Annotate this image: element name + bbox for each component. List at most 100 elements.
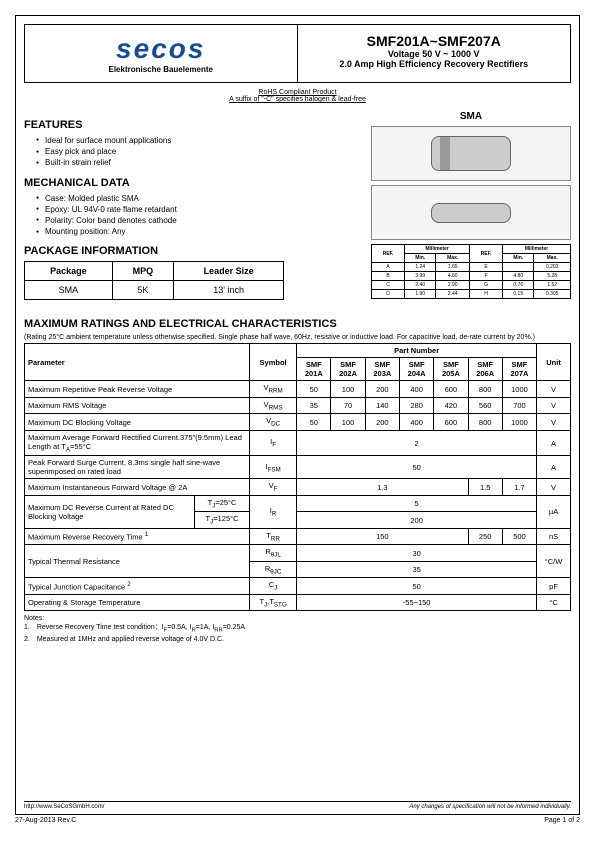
value-cell: 250 xyxy=(468,528,502,545)
sma-shape-icon xyxy=(431,136,511,171)
value-cell: 50 xyxy=(297,414,331,431)
value-cell: 50 xyxy=(297,381,331,398)
note-item: 2. Measured at 1MHz and applied reverse … xyxy=(24,634,571,644)
symbol-cell: VRMS xyxy=(250,397,297,414)
dim-cell: 5.28 xyxy=(534,272,571,281)
sma-label: SMA xyxy=(371,111,571,122)
mechanical-item: Epoxy: UL 94V-0 rate flame retardant xyxy=(36,204,361,215)
value-cell: 2 xyxy=(297,430,537,456)
main-columns: FEATURES Ideal for surface mount applica… xyxy=(24,111,571,300)
ratings-heading: MAXIMUM RATINGS AND ELECTRICAL CHARACTER… xyxy=(24,318,571,330)
header-logo-box: secos Elektronische Bauelemente xyxy=(25,25,298,82)
dim-cell: D xyxy=(372,290,405,299)
value-cell: 35 xyxy=(297,561,537,578)
unit-cell: V xyxy=(537,414,571,431)
mechanical-item: Case: Molded plastic SMA xyxy=(36,193,361,204)
dim-cell: 1.65 xyxy=(436,263,470,272)
ratings-table: Parameter Symbol Part Number Unit SMF201… xyxy=(24,343,571,611)
value-cell: 1.5 xyxy=(468,479,502,496)
dim-max: Max. xyxy=(436,254,470,263)
logo-text: secos xyxy=(33,33,289,65)
value-cell: 100 xyxy=(331,381,365,398)
part-header: SMF201A xyxy=(297,358,331,381)
dim-min: Min. xyxy=(405,254,436,263)
pkg-header: MPQ xyxy=(112,262,173,281)
product-desc: 2.0 Amp High Efficiency Recovery Rectifi… xyxy=(306,59,563,69)
notes-section: Notes: 1. Reverse Recovery Time test con… xyxy=(24,615,571,643)
value-cell: 140 xyxy=(365,397,399,414)
value-cell: 1.7 xyxy=(502,479,536,496)
unit-cell: V xyxy=(537,479,571,496)
value-cell: 50 xyxy=(297,456,537,479)
symbol-cell: TJ,TSTG xyxy=(250,594,297,611)
dim-cell: 1.52 xyxy=(534,281,571,290)
dim-cell: C xyxy=(372,281,405,290)
mechanical-heading: MECHANICAL DATA xyxy=(24,177,361,189)
dim-cell: G xyxy=(470,281,503,290)
unit-cell: °C xyxy=(537,594,571,611)
package-heading: PACKAGE INFORMATION xyxy=(24,245,361,257)
mechanical-list: Case: Molded plastic SMA Epoxy: UL 94V-0… xyxy=(24,193,361,238)
rohs-line2: A suffix of "-C" specifies halogen & lea… xyxy=(24,96,571,103)
value-cell: 800 xyxy=(468,414,502,431)
value-cell: 30 xyxy=(297,545,537,562)
pkg-header: Package xyxy=(25,262,113,281)
product-voltage: Voltage 50 V ~ 1000 V xyxy=(306,49,563,59)
dim-ref-header: REF. xyxy=(372,245,405,263)
rohs-line1: RoHS Compliant Product xyxy=(24,89,571,96)
part-header: SMF205A xyxy=(434,358,468,381)
feature-item: Ideal for surface mount applications xyxy=(36,135,361,146)
value-cell: 50 xyxy=(297,578,537,595)
param-cell: Maximum DC Reverse Current at Rated DC B… xyxy=(25,495,195,528)
dim-cell: 3.99 xyxy=(405,272,436,281)
value-cell: 420 xyxy=(434,397,468,414)
dim-cell: 0.15 xyxy=(503,290,534,299)
pkg-cell: 13' inch xyxy=(174,281,284,300)
symbol-cell: TRR xyxy=(250,528,297,545)
symbol-cell: IR xyxy=(250,495,297,528)
dim-cell: 2.40 xyxy=(405,281,436,290)
param-cell: Maximum Repetitive Peak Reverse Voltage xyxy=(25,381,250,398)
features-list: Ideal for surface mount applications Eas… xyxy=(24,135,361,169)
sma-side-view xyxy=(371,185,571,240)
part-header: SMF207A xyxy=(502,358,536,381)
value-cell: 400 xyxy=(399,381,433,398)
dim-cell: 0.203 xyxy=(534,263,571,272)
right-column: SMA REF. Millimeter REF. Millimeter Min.… xyxy=(371,111,571,300)
param-sub: TJ=25°C xyxy=(195,495,250,512)
footer-disclaimer: Any changes of specification will not be… xyxy=(409,804,571,810)
value-cell: 600 xyxy=(434,381,468,398)
dim-min: Min. xyxy=(503,254,534,263)
dim-cell: 0.76 xyxy=(503,281,534,290)
value-cell: -55~150 xyxy=(297,594,537,611)
symbol-cell: CJ xyxy=(250,578,297,595)
unit-cell: A xyxy=(537,430,571,456)
param-cell: Typical Thermal Resistance xyxy=(25,545,250,578)
pkg-header: Leader Size xyxy=(174,262,284,281)
sma-top-view xyxy=(371,126,571,181)
value-cell: 1.3 xyxy=(297,479,468,496)
symbol-cell: IFSM xyxy=(250,456,297,479)
dim-cell: F xyxy=(470,272,503,281)
pkg-cell: SMA xyxy=(25,281,113,300)
symbol-cell: VDC xyxy=(250,414,297,431)
param-cell: Peak Forward Surge Current, 8.3ms single… xyxy=(25,456,250,479)
unit-cell: nS xyxy=(537,528,571,545)
sma-side-shape-icon xyxy=(431,203,511,223)
dim-cell: 0.305 xyxy=(534,290,571,299)
unit-cell: pF xyxy=(537,578,571,595)
page-footer-inner: http://www.SeCoSGmbH.com/ Any changes of… xyxy=(24,801,571,810)
param-cell: Maximum Average Forward Rectified Curren… xyxy=(25,430,250,456)
unit-cell: °C/W xyxy=(537,545,571,578)
header: secos Elektronische Bauelemente SMF201A~… xyxy=(24,24,571,83)
param-sub: TJ=125°C xyxy=(195,512,250,529)
value-cell: 100 xyxy=(331,414,365,431)
symbol-cell: RθJC xyxy=(250,561,297,578)
dim-cell: H xyxy=(470,290,503,299)
mechanical-item: Polarity: Color band denotes cathode xyxy=(36,215,361,226)
symbol-cell: RθJL xyxy=(250,545,297,562)
dim-max: Max. xyxy=(534,254,571,263)
features-heading: FEATURES xyxy=(24,119,361,131)
value-cell: 5 xyxy=(297,495,537,512)
dim-cell: 4.80 xyxy=(503,272,534,281)
